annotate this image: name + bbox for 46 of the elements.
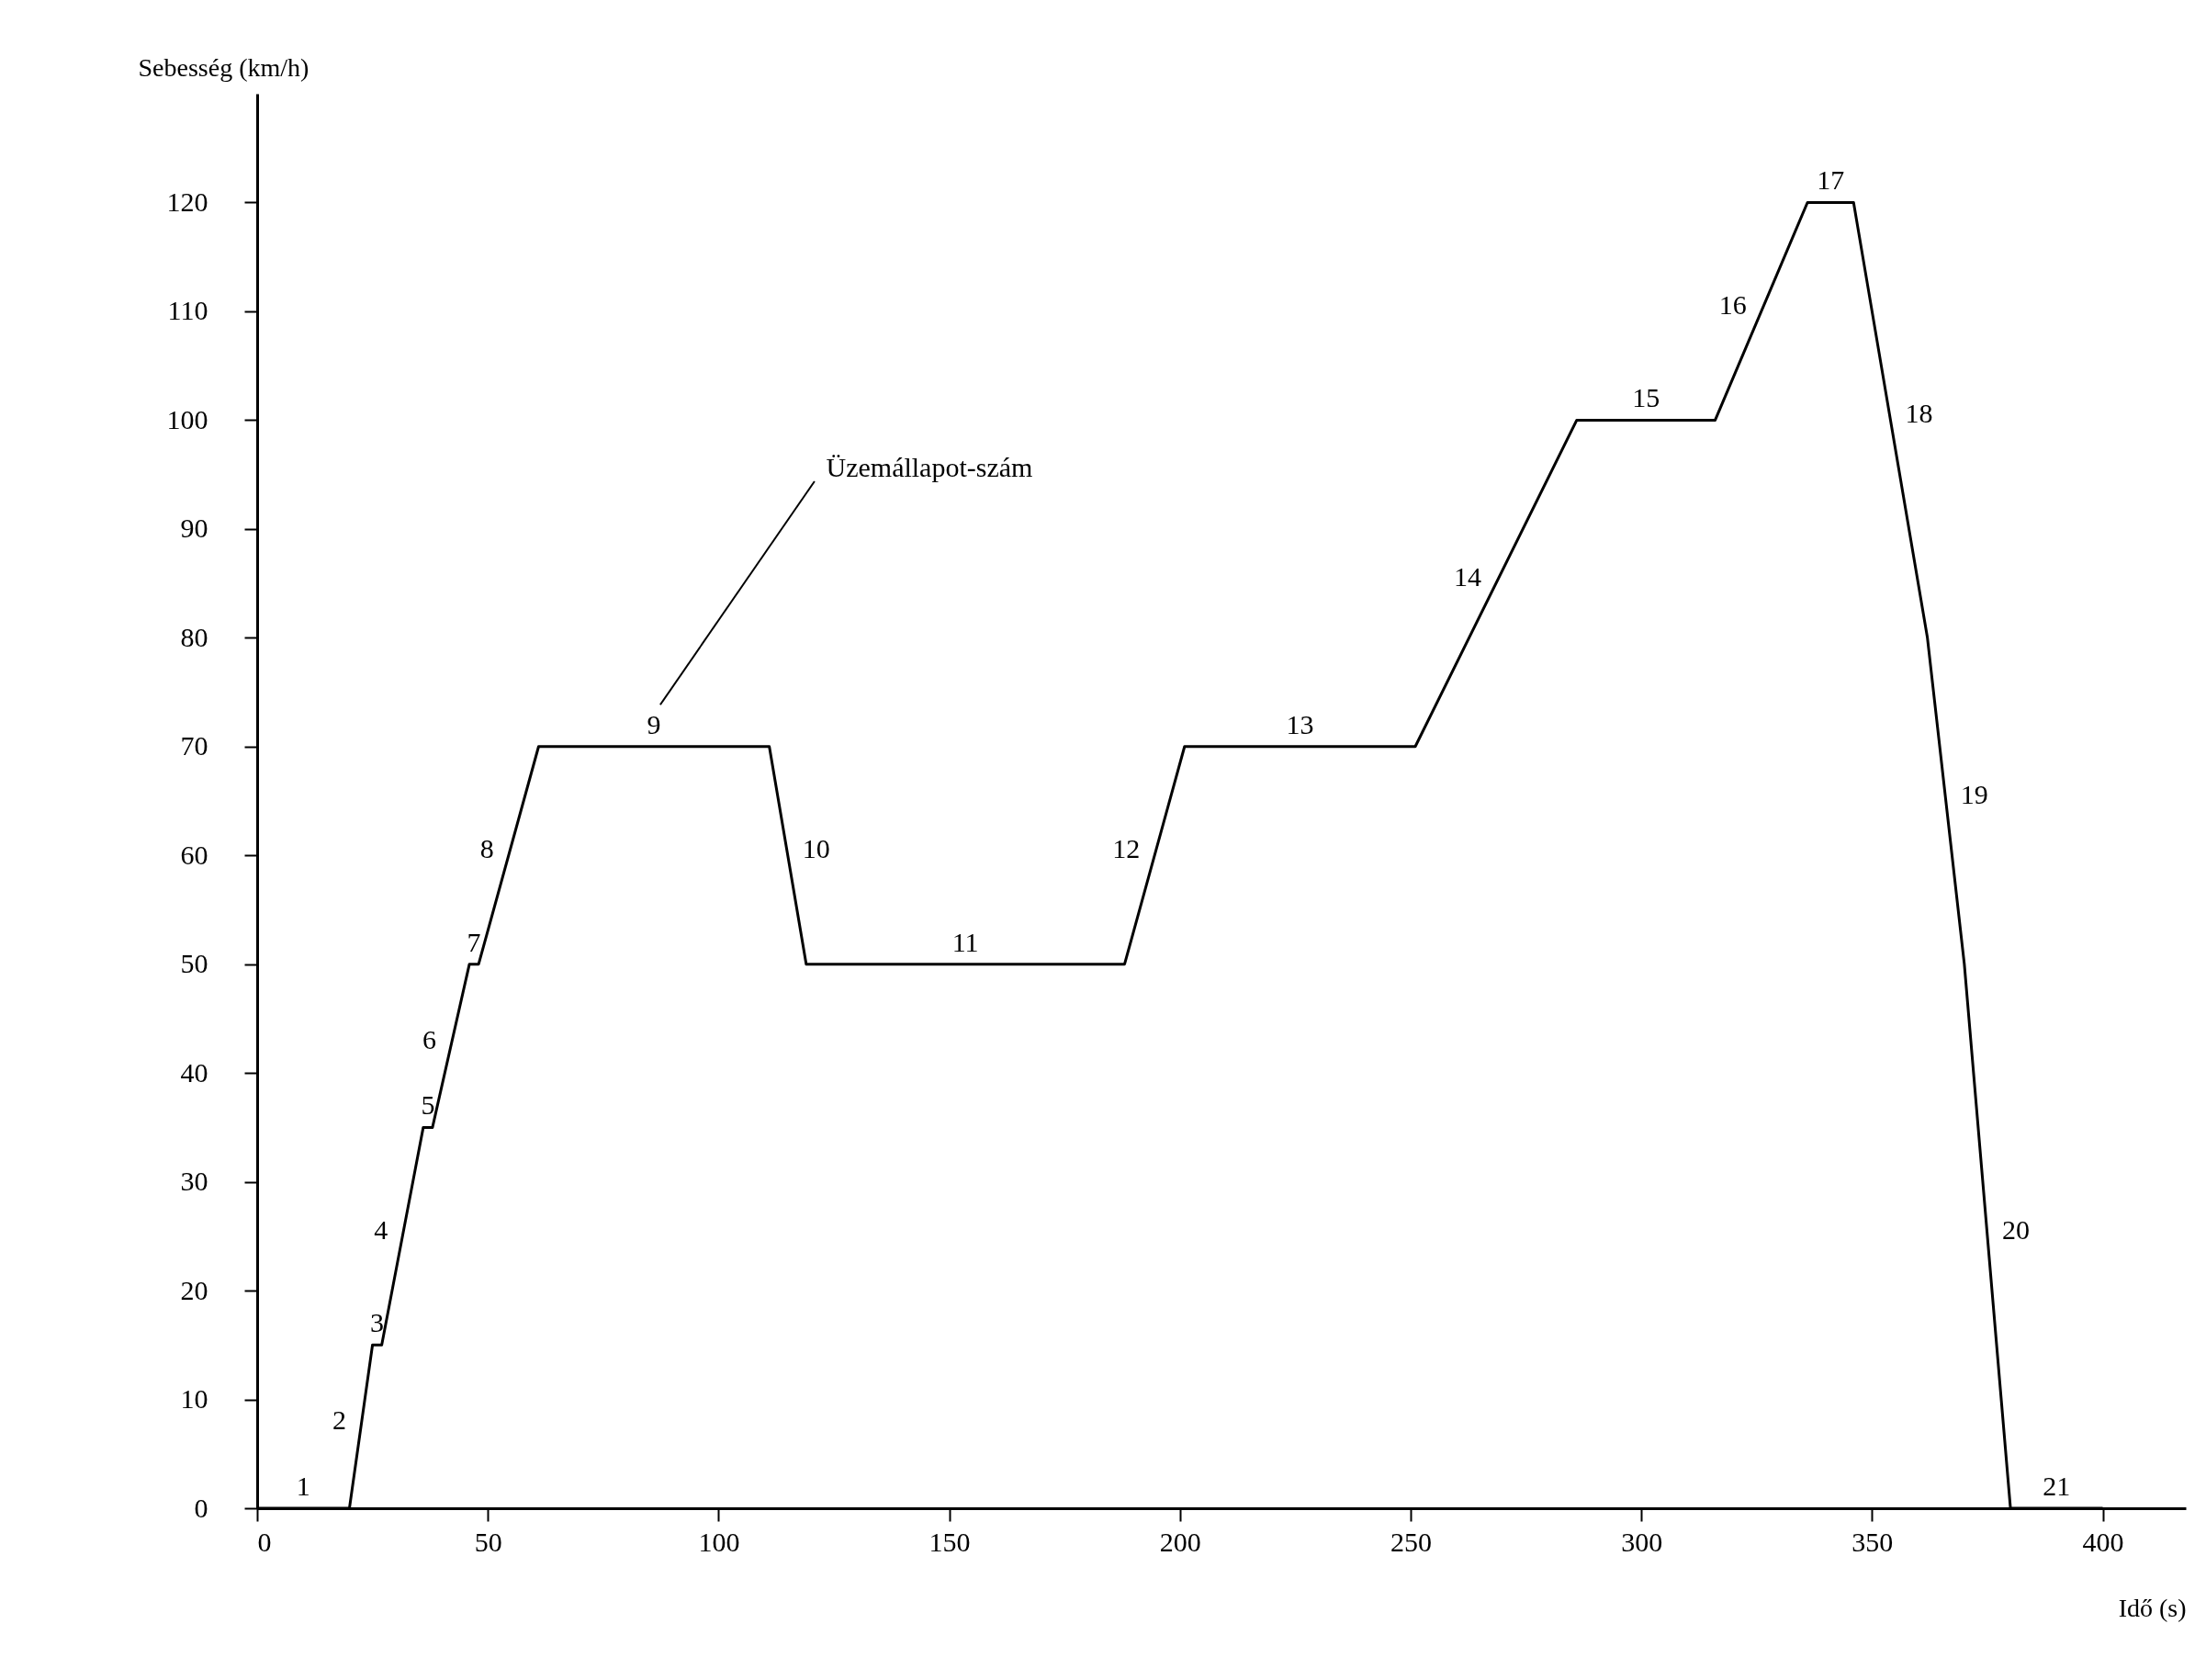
y-tick-label: 40: [180, 1056, 208, 1088]
y-tick-label: 50: [180, 948, 208, 979]
x-tick-label: 350: [1851, 1526, 1894, 1557]
x-tick-label: 150: [929, 1526, 971, 1557]
annotation: 8: [479, 833, 494, 864]
annotation: 5: [421, 1089, 435, 1121]
annotation: 6: [422, 1023, 436, 1054]
y-tick-label: 100: [166, 403, 208, 434]
annotation: Üzemállapot-szám: [826, 452, 1033, 483]
annotation: 13: [1286, 708, 1314, 739]
annotation: 21: [2043, 1471, 2071, 1501]
x-tick-label: 50: [474, 1526, 502, 1557]
annotation: 15: [1632, 382, 1660, 413]
annotation: 18: [1905, 398, 1933, 429]
y-tick-label: 0: [194, 1492, 208, 1523]
y-tick-label: 30: [180, 1166, 208, 1197]
annotation: 11: [951, 926, 979, 957]
y-tick-label: 60: [180, 839, 208, 870]
annotation: 12: [1112, 833, 1141, 864]
annotation: 4: [374, 1213, 388, 1245]
annotation: 7: [467, 926, 481, 957]
annotation: 16: [1718, 288, 1747, 320]
y-tick-label: 20: [180, 1274, 208, 1305]
x-axis-title: Idő (s): [2118, 1593, 2187, 1622]
annotation: 14: [1453, 561, 1481, 592]
x-tick-label: 100: [698, 1526, 740, 1557]
annotation: 20: [2001, 1213, 2030, 1245]
x-tick-label: 0: [257, 1526, 272, 1557]
x-tick-label: 400: [2082, 1526, 2124, 1557]
y-tick-label: 120: [166, 186, 208, 217]
y-tick-label: 110: [167, 295, 208, 326]
annotation: 17: [1817, 164, 1845, 196]
y-axis-title: Sebesség (km/h): [138, 52, 310, 82]
y-tick-label: 70: [180, 730, 208, 761]
y-tick-label: 90: [180, 513, 208, 544]
y-tick-label: 10: [180, 1383, 208, 1415]
x-tick-label: 250: [1390, 1526, 1432, 1557]
annotation: 10: [802, 833, 830, 864]
annotation: 9: [647, 708, 661, 739]
annotation: 19: [1960, 779, 1988, 809]
y-tick-label: 80: [180, 621, 208, 652]
annotation: 2: [332, 1404, 347, 1436]
x-tick-label: 200: [1159, 1526, 1201, 1557]
x-tick-label: 300: [1621, 1526, 1663, 1557]
annotation: 3: [370, 1307, 385, 1338]
annotation: 1: [296, 1471, 310, 1501]
